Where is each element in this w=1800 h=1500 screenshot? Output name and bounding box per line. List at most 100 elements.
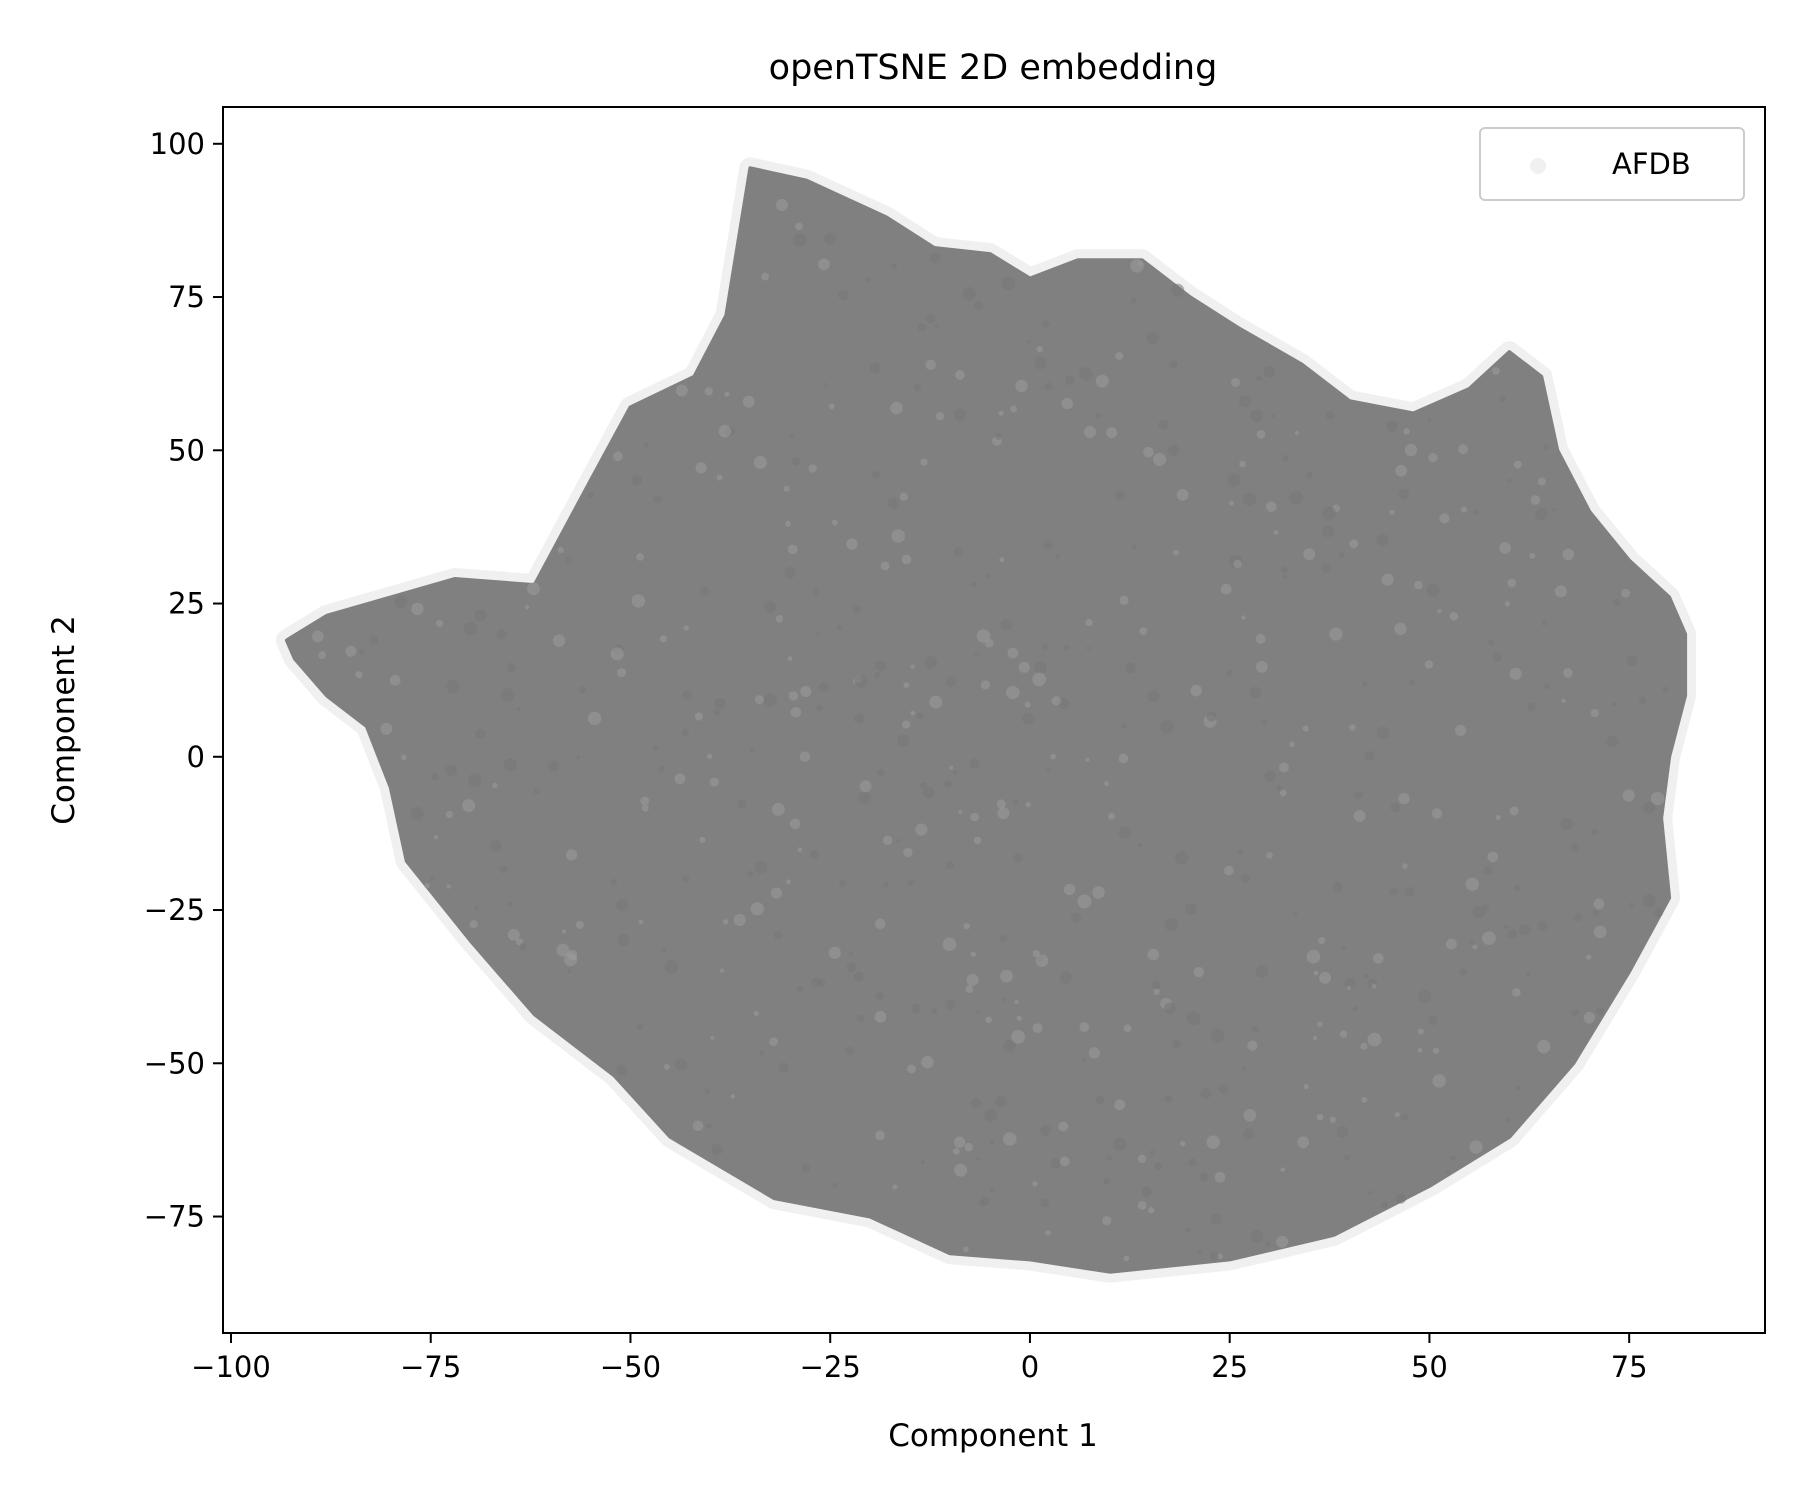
afdb-point	[875, 1130, 886, 1141]
afdb-point	[1104, 781, 1109, 786]
afdb-point	[896, 838, 901, 843]
afdb-point	[1061, 397, 1073, 410]
afdb-point	[1079, 1022, 1090, 1032]
afdb-point	[692, 1120, 704, 1132]
afdb-point	[874, 1010, 887, 1023]
afdb-point	[445, 810, 453, 818]
afdb-point	[663, 1063, 670, 1070]
afdb-point	[958, 810, 963, 815]
afdb-point	[1247, 1040, 1258, 1051]
afdb-point	[1638, 696, 1647, 705]
afdb-point	[773, 930, 783, 940]
afdb-point	[389, 674, 401, 686]
afdb-point	[913, 383, 922, 392]
legend-label-afdb: AFDB	[1612, 147, 1691, 181]
afdb-point	[1265, 501, 1277, 512]
afdb-point	[931, 1008, 938, 1015]
afdb-point	[1263, 365, 1276, 378]
afdb-point	[1146, 332, 1160, 345]
afdb-point	[1115, 352, 1124, 361]
afdb-point	[1106, 427, 1118, 439]
afdb-point	[1472, 906, 1486, 919]
afdb-point	[424, 883, 430, 889]
afdb-point	[901, 554, 912, 565]
afdb-point	[1014, 999, 1019, 1004]
afdb-point	[1341, 946, 1346, 951]
afdb-point	[1427, 418, 1432, 423]
afdb-point	[1188, 1158, 1197, 1167]
afdb-point	[575, 920, 584, 929]
afdb-point	[380, 722, 393, 735]
afdb-point	[1085, 618, 1093, 627]
afdb-point	[945, 999, 956, 1010]
afdb-point	[1256, 429, 1266, 439]
afdb-point	[1543, 683, 1550, 690]
afdb-point	[369, 635, 379, 645]
afdb-point	[1001, 276, 1016, 291]
afdb-point	[1499, 395, 1506, 403]
afdb-point	[1352, 1006, 1358, 1012]
afdb-point	[750, 902, 764, 916]
afdb-point-texture	[311, 198, 1669, 1262]
afdb-point	[1289, 491, 1303, 505]
afdb-point	[801, 1164, 811, 1173]
afdb-point	[446, 884, 451, 889]
afdb-point	[1662, 686, 1669, 693]
afdb-point	[1131, 544, 1138, 550]
afdb-point	[1160, 720, 1174, 734]
afdb-point	[1279, 789, 1287, 797]
afdb-point	[1058, 1121, 1069, 1132]
afdb-point	[1294, 430, 1300, 436]
afdb-point	[1063, 883, 1076, 896]
afdb-point	[1336, 1125, 1349, 1138]
afdb-point	[1398, 793, 1410, 805]
afdb-point	[718, 424, 732, 438]
afdb-point	[714, 697, 726, 709]
afdb-point	[675, 384, 688, 397]
afdb-point	[1403, 428, 1410, 435]
afdb-point	[875, 991, 884, 1000]
afdb-point	[1339, 1030, 1348, 1038]
afdb-point	[1121, 723, 1127, 729]
afdb-point	[831, 519, 838, 526]
afdb-point	[1124, 662, 1136, 674]
afdb-point	[877, 768, 886, 777]
afdb-point	[1306, 949, 1321, 964]
afdb-point	[1507, 478, 1512, 483]
afdb-point	[1032, 672, 1047, 687]
afdb-point	[921, 1055, 934, 1069]
afdb-point	[711, 1143, 723, 1156]
afdb-point	[1449, 611, 1459, 621]
afdb-point	[435, 619, 444, 628]
afdb-point	[1487, 851, 1499, 863]
afdb-point	[1371, 983, 1377, 989]
afdb-point	[682, 875, 690, 883]
afdb-point	[1554, 585, 1567, 598]
afdb-point	[411, 602, 424, 616]
afdb-point	[674, 773, 686, 785]
afdb-point	[641, 804, 649, 812]
x-tick-label: 75	[1611, 1350, 1648, 1384]
afdb-point	[1000, 969, 1013, 983]
afdb-point	[962, 286, 977, 301]
afdb-point	[652, 745, 658, 751]
afdb-point	[787, 656, 793, 661]
afdb-point	[954, 1163, 968, 1177]
afdb-point	[999, 934, 1008, 943]
afdb-point	[1611, 702, 1617, 707]
afdb-point	[953, 1136, 966, 1148]
afdb-point	[911, 1003, 921, 1014]
afdb-point	[1230, 377, 1240, 387]
afdb-point	[1512, 988, 1521, 997]
afdb-point	[1349, 724, 1356, 731]
afdb-point	[1367, 1190, 1373, 1196]
afdb-point	[660, 947, 667, 954]
afdb-point	[846, 962, 857, 973]
afdb-point	[503, 758, 517, 772]
afdb-point	[1070, 912, 1082, 923]
afdb-point	[506, 662, 517, 672]
afdb-point	[792, 233, 807, 248]
afdb-point	[533, 788, 540, 795]
y-tick-label: 25	[168, 587, 205, 621]
afdb-point	[1000, 619, 1013, 631]
